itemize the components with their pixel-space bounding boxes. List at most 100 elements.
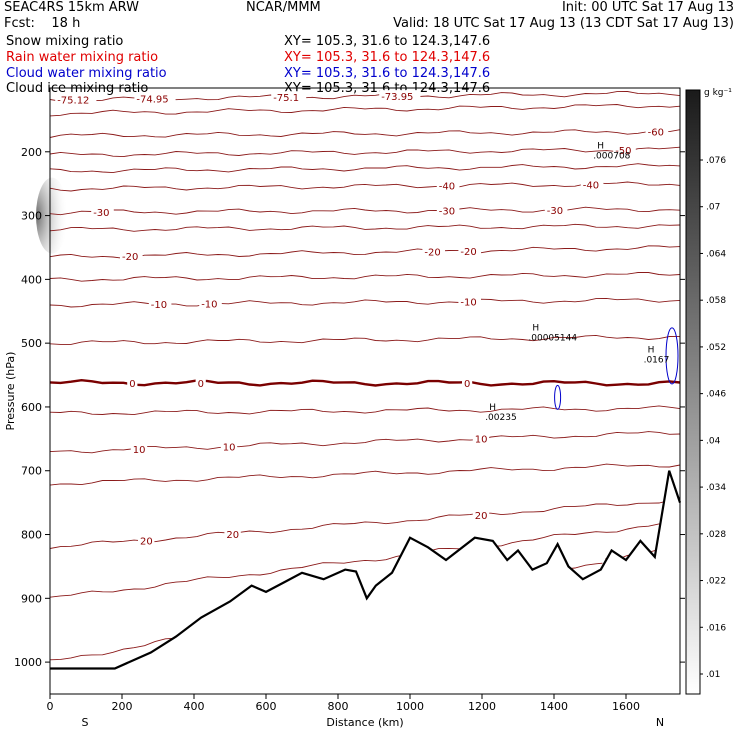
- colorbar-tick-label: .016: [706, 623, 726, 633]
- contour-label-bg: [120, 249, 143, 262]
- cloud-water-contour: [554, 384, 562, 410]
- y-tick-label: 1000: [14, 656, 42, 669]
- y-tick-label: 800: [21, 529, 42, 542]
- contour-label-bg: [55, 93, 97, 106]
- y-tick-label: 600: [21, 401, 42, 414]
- terrain-fill: [50, 470, 680, 694]
- contour-line: [49, 163, 681, 174]
- contour-line: [49, 146, 681, 158]
- contour-label-bg: [220, 440, 238, 453]
- y-tick-label: 500: [21, 337, 42, 350]
- contour-line: [49, 431, 681, 454]
- contour-label-bg: [645, 125, 669, 138]
- contour-label-bg: [458, 244, 481, 257]
- contour-label-bg: [148, 298, 172, 311]
- terrain-line: [50, 470, 682, 670]
- x-tick-label: 200: [112, 700, 133, 713]
- y-axis-title: Pressure (hPa): [4, 352, 17, 431]
- contour-line: [49, 378, 681, 387]
- contour-label: -40: [439, 182, 455, 193]
- header-title: SEAC4RS 15km ARW: [4, 0, 140, 15]
- contour-label-bg: [271, 91, 307, 104]
- maximum-value: .0167: [644, 356, 670, 366]
- cloud-ice-shading: [36, 177, 68, 254]
- contour-label: -10: [151, 300, 167, 311]
- header-init: Init: 00 UTC Sat 17 Aug 13: [561, 0, 734, 15]
- contour-label: -20: [460, 247, 476, 258]
- contour-label-bg: [580, 178, 604, 191]
- field-rain-xy: XY= 105.3, 31.6 to 124.3,147.6: [284, 50, 491, 65]
- colorbar-tick-label: .064: [706, 249, 726, 259]
- colorbar: [685, 89, 701, 695]
- cloud-water-contour: [665, 327, 679, 385]
- header-org: NCAR/MMM: [246, 0, 321, 15]
- contour-line: [49, 272, 681, 282]
- contour-label: 0: [129, 379, 135, 390]
- contour-label: -75.12: [57, 95, 89, 106]
- maximum-marker: H: [532, 323, 539, 333]
- colorbar-unit: g kg⁻¹: [704, 88, 732, 98]
- contour-label: 20: [140, 536, 153, 547]
- y-tick-label: 200: [21, 146, 42, 159]
- contour-label-bg: [379, 90, 421, 103]
- colorbar-tick-label: .046: [706, 390, 726, 400]
- maximum-marker: H: [489, 403, 496, 413]
- y-tick-label: 900: [21, 592, 42, 605]
- x-tick-label: 600: [256, 700, 277, 713]
- endpoint-label-south: S: [82, 716, 89, 729]
- contour-label: -73.95: [381, 92, 413, 103]
- y-tick-label: 400: [21, 273, 42, 286]
- maximum-marker: H: [648, 346, 655, 356]
- contour-line: [49, 129, 681, 138]
- x-tick-label: 800: [328, 700, 349, 713]
- contour-label: -50: [615, 146, 631, 157]
- contour-label: 10: [475, 435, 488, 446]
- field-cloudwater-xy: XY= 105.3, 31.6 to 124.3,147.6: [284, 66, 491, 81]
- contour-line: [49, 104, 681, 117]
- maximum-marker: H: [597, 142, 604, 152]
- contour-label: -60: [648, 128, 664, 139]
- contour-label-bg: [224, 527, 241, 540]
- contour-label-bg: [422, 245, 445, 258]
- x-tick-label: 0: [47, 700, 54, 713]
- contour-line: [49, 463, 681, 486]
- contour-label-bg: [195, 376, 206, 389]
- contour-label-bg: [134, 92, 176, 105]
- contour-label-bg: [91, 206, 114, 219]
- contour-label-bg: [544, 203, 568, 216]
- contour-line: [49, 334, 681, 345]
- contour-line: [49, 245, 681, 259]
- contour-line: [49, 297, 681, 308]
- colorbar-tick-label: .01: [706, 670, 720, 680]
- colorbar-tick-label: .052: [706, 343, 726, 353]
- contour-label-bg: [138, 534, 155, 547]
- contour-label-bg: [472, 432, 490, 445]
- maximum-value: .000708: [593, 152, 630, 162]
- colorbar-tick-label: .034: [706, 483, 726, 493]
- contour-line: [49, 519, 681, 598]
- x-tick-label: 1200: [468, 700, 496, 713]
- maximum-value: .00005144: [528, 333, 577, 343]
- maximum-value: .00235: [485, 413, 517, 423]
- contour-label-bg: [199, 297, 222, 310]
- x-tick-label: 1400: [540, 700, 568, 713]
- x-axis-title: Distance (km): [326, 716, 403, 729]
- x-tick-label: 1600: [612, 700, 640, 713]
- colorbar-tick-label: .028: [706, 530, 726, 540]
- contour-label: 20: [475, 511, 488, 522]
- contour-label: -30: [93, 208, 109, 219]
- contour-label: 20: [226, 530, 239, 541]
- field-rain-label: Rain water mixing ratio: [6, 50, 159, 65]
- contour-label: 10: [223, 442, 236, 453]
- contour-label: -10: [460, 298, 476, 309]
- plot-frame: [49, 87, 681, 695]
- contour-label-bg: [472, 509, 490, 522]
- contour-label: 10: [133, 445, 146, 456]
- colorbar-tick-label: .058: [706, 296, 726, 306]
- header-valid: Valid: 18 UTC Sat 17 Aug 13 (13 CDT Sat …: [393, 16, 734, 31]
- contour-label: -20: [424, 247, 440, 258]
- contour-label-bg: [458, 295, 481, 308]
- contour-label: -75.1: [273, 93, 299, 104]
- contour-label-bg: [127, 376, 138, 389]
